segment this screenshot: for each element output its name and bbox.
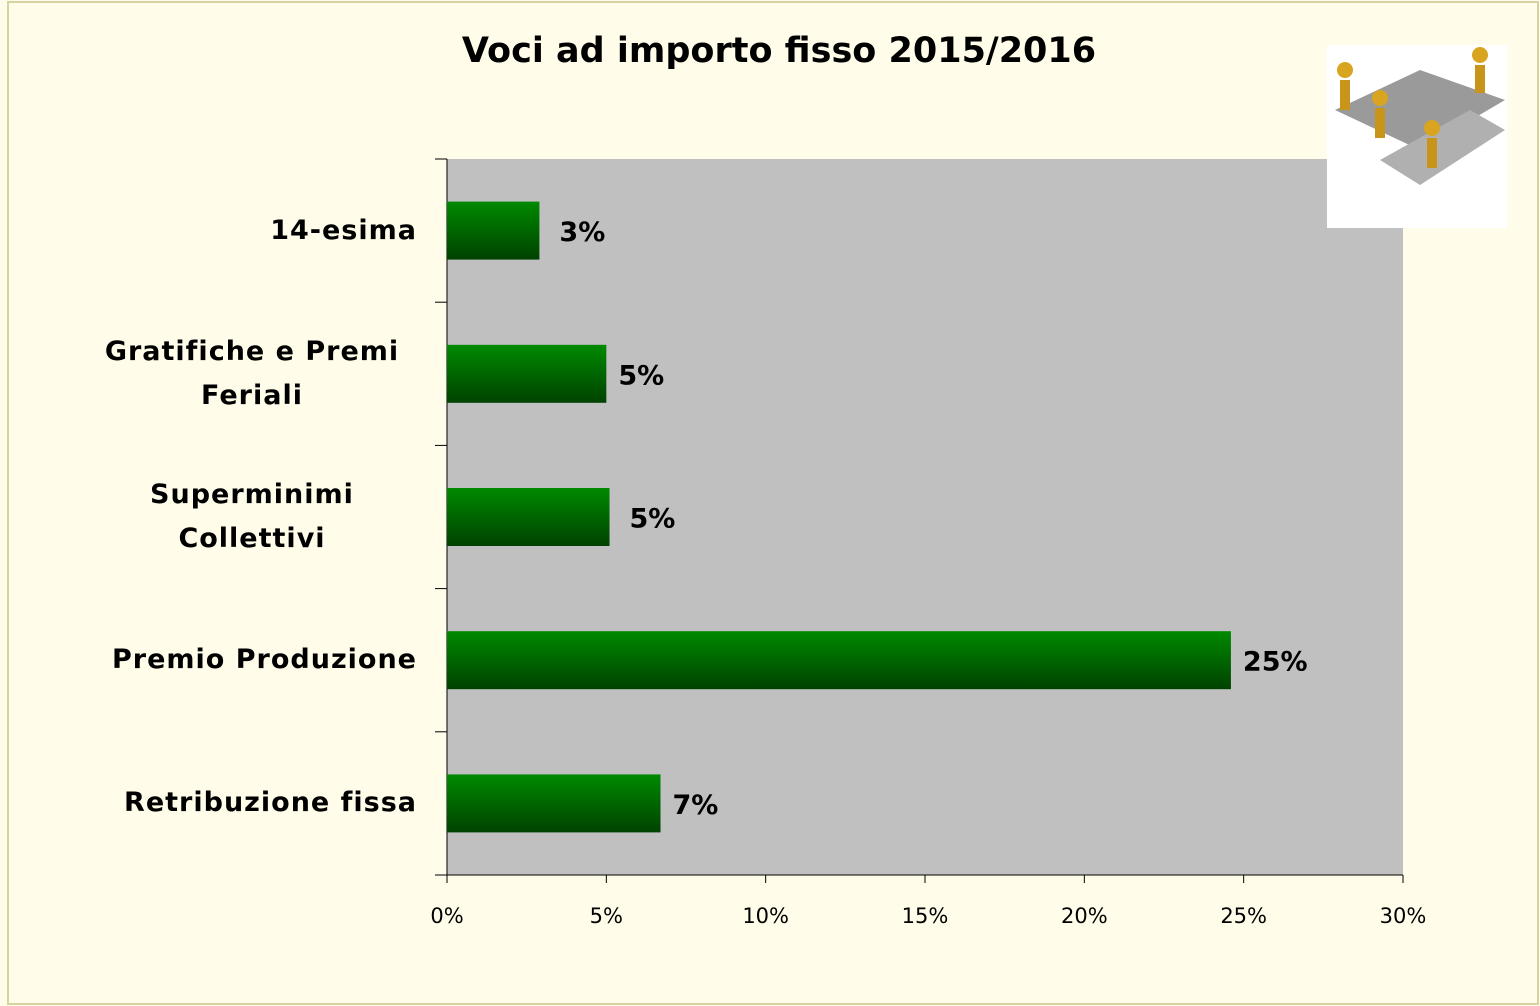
bar bbox=[447, 201, 540, 260]
bar bbox=[447, 631, 1231, 690]
y-tick-label: 14-esima bbox=[270, 214, 417, 246]
y-tick-label: Superminimi Collettivi bbox=[150, 478, 354, 554]
bar bbox=[447, 774, 661, 833]
x-tick-label: 15% bbox=[902, 904, 949, 928]
y-tick-label: Retribuzione fissa bbox=[124, 787, 417, 819]
clipart bbox=[1327, 45, 1507, 228]
x-tick-label: 20% bbox=[1061, 904, 1108, 928]
data-label: 5% bbox=[618, 360, 664, 391]
category-label-box: Retribuzione fissa bbox=[0, 732, 417, 875]
data-label: 25% bbox=[1243, 647, 1308, 678]
y-tick-label: Gratifiche e Premi Feriali bbox=[104, 335, 400, 411]
x-tick-label: 5% bbox=[590, 904, 623, 928]
x-tick-label: 10% bbox=[742, 904, 789, 928]
x-tick-label: 30% bbox=[1380, 904, 1427, 928]
bar bbox=[447, 488, 610, 546]
chart-title: Voci ad importo fisso 2015/2016 bbox=[462, 31, 1096, 71]
frame bbox=[7, 1, 1539, 1005]
x-tick-label: 25% bbox=[1220, 904, 1267, 928]
data-label: 7% bbox=[673, 790, 719, 821]
category-label-box: Premio Produzione bbox=[0, 589, 417, 732]
category-label-box: Gratifiche e Premi Feriali bbox=[0, 302, 417, 445]
x-tick-label: 0% bbox=[430, 904, 463, 928]
category-label-box: 14-esima bbox=[0, 159, 417, 302]
data-label: 3% bbox=[559, 217, 605, 248]
y-tick-label: Premio Produzione bbox=[111, 644, 417, 676]
category-label-box: Superminimi Collettivi bbox=[0, 445, 417, 588]
data-label: 5% bbox=[630, 504, 676, 535]
bar bbox=[447, 344, 607, 403]
